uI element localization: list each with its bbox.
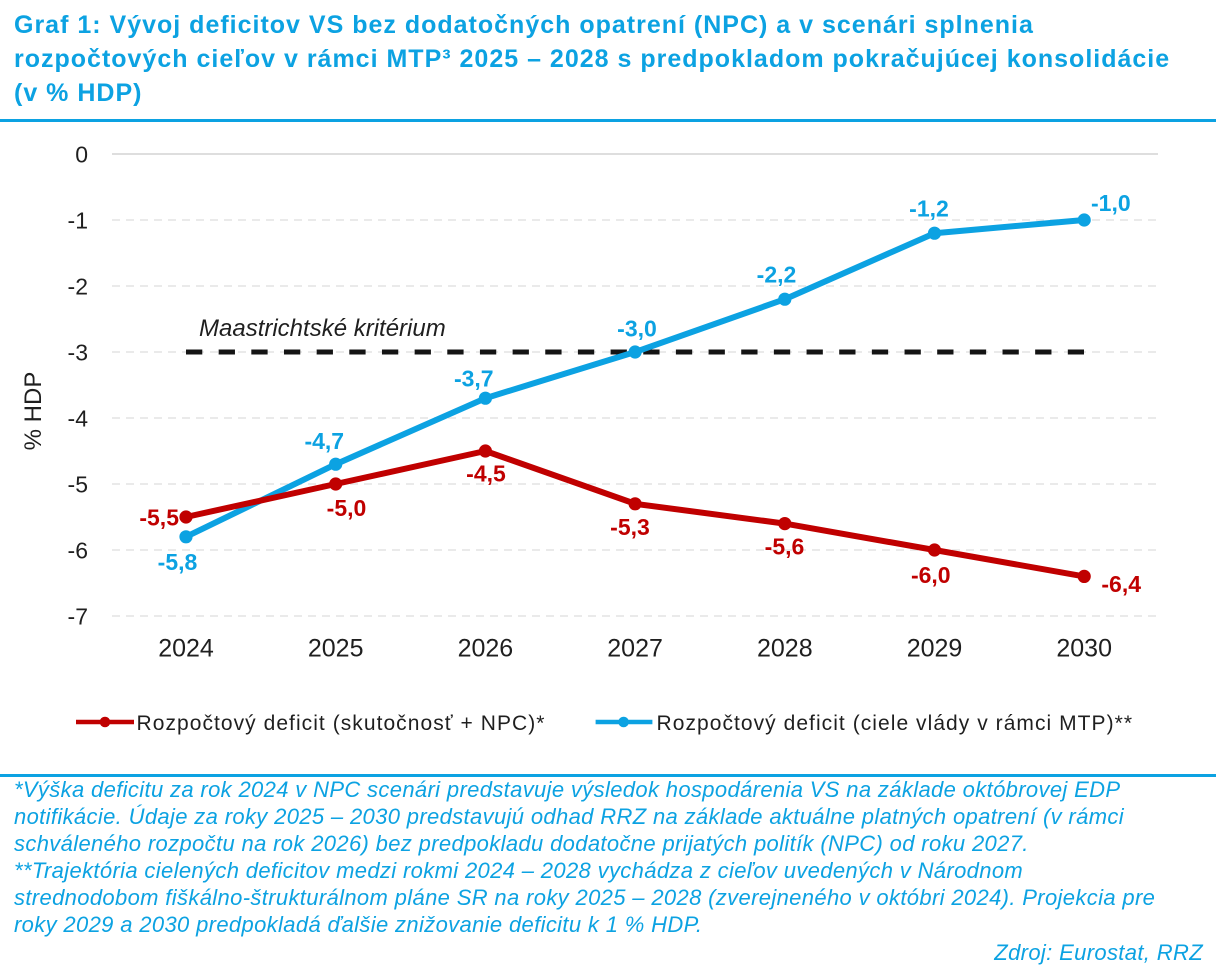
svg-text:-5,6: -5,6 (765, 534, 805, 560)
svg-text:0: 0 (75, 142, 88, 168)
svg-text:-1,0: -1,0 (1091, 190, 1131, 216)
svg-text:Maastrichtské kritérium: Maastrichtské kritérium (199, 315, 446, 342)
svg-text:-2,2: -2,2 (757, 262, 797, 288)
svg-text:-1,2: -1,2 (909, 196, 949, 222)
svg-text:2030: 2030 (1056, 635, 1112, 663)
svg-text:2026: 2026 (458, 635, 514, 663)
svg-text:-7: -7 (68, 604, 88, 630)
svg-text:-3,0: -3,0 (617, 316, 657, 342)
svg-text:-4,7: -4,7 (304, 428, 344, 454)
svg-text:2025: 2025 (308, 635, 364, 663)
svg-text:-5,8: -5,8 (158, 549, 198, 575)
svg-text:-3: -3 (68, 340, 88, 366)
svg-text:% HDP: % HDP (20, 372, 47, 451)
svg-text:Rozpočtový deficit (ciele vlád: Rozpočtový deficit (ciele vlády v rámci … (657, 712, 1134, 735)
svg-text:2027: 2027 (607, 635, 663, 663)
svg-text:-2: -2 (68, 274, 88, 300)
svg-text:-6: -6 (68, 538, 88, 564)
svg-text:-5,5: -5,5 (139, 505, 179, 531)
svg-text:-1: -1 (68, 208, 88, 234)
svg-text:2028: 2028 (757, 635, 813, 663)
svg-text:-3,7: -3,7 (454, 366, 494, 392)
svg-text:-5: -5 (68, 472, 88, 498)
svg-text:-6,0: -6,0 (911, 562, 951, 588)
svg-text:2029: 2029 (907, 635, 963, 663)
svg-text:Rozpočtový deficit (skutočnosť: Rozpočtový deficit (skutočnosť + NPC)* (137, 712, 546, 735)
svg-text:-5,3: -5,3 (610, 514, 650, 540)
svg-text:-4: -4 (68, 406, 89, 432)
svg-text:-4,5: -4,5 (466, 461, 506, 487)
svg-text:-6,4: -6,4 (1101, 571, 1141, 597)
svg-text:2024: 2024 (158, 635, 214, 663)
svg-text:-5,0: -5,0 (327, 495, 367, 521)
